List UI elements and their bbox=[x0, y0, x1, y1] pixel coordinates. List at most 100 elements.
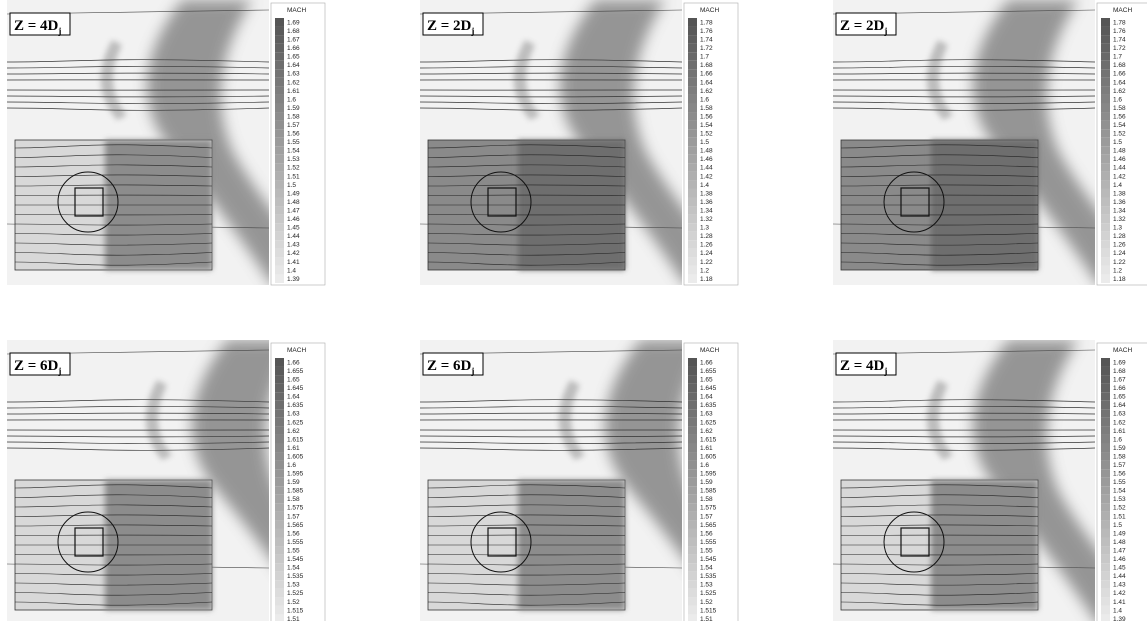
legend-swatch bbox=[1101, 452, 1110, 461]
legend-swatch bbox=[1101, 409, 1110, 418]
legend-swatch bbox=[275, 240, 284, 249]
legend-swatch bbox=[275, 426, 284, 435]
legend-swatch bbox=[1101, 546, 1110, 555]
legend-label: 1.24 bbox=[1113, 250, 1126, 257]
legend-label: 1.55 bbox=[287, 547, 300, 554]
legend-label: 1.53 bbox=[1113, 496, 1126, 503]
legend-label: 1.7 bbox=[1113, 54, 1122, 61]
legend-swatch bbox=[1101, 401, 1110, 410]
legend-label: 1.5 bbox=[700, 139, 709, 146]
legend-swatch bbox=[688, 172, 697, 181]
legend-swatch bbox=[688, 274, 697, 283]
legend-title: MACH bbox=[287, 347, 306, 354]
legend-label: 1.51 bbox=[1113, 513, 1126, 520]
legend-label: 1.545 bbox=[287, 556, 304, 563]
legend-label: 1.545 bbox=[700, 556, 717, 563]
legend-swatch bbox=[1101, 27, 1110, 36]
legend-label: 1.6 bbox=[1113, 436, 1122, 443]
legend-swatch bbox=[1101, 146, 1110, 155]
legend-label: 1.66 bbox=[1113, 71, 1126, 78]
legend-swatch bbox=[275, 572, 284, 581]
legend-swatch bbox=[1101, 86, 1110, 95]
legend-title: MACH bbox=[700, 347, 719, 354]
legend-swatch bbox=[688, 146, 697, 155]
legend-swatch bbox=[688, 249, 697, 258]
panel: Z = 6DjMACH1.661.6551.651.6451.641.6351.… bbox=[420, 340, 790, 621]
legend-label: 1.66 bbox=[700, 71, 713, 78]
legend-label: 1.47 bbox=[287, 207, 300, 214]
title-box: Z = 2Dj bbox=[423, 13, 483, 36]
legend-swatch bbox=[275, 384, 284, 393]
legend-label: 1.6 bbox=[287, 462, 296, 469]
legend-swatch bbox=[688, 95, 697, 104]
legend-swatch bbox=[688, 206, 697, 215]
legend-swatch bbox=[275, 172, 284, 181]
legend-swatch bbox=[275, 249, 284, 258]
legend-label: 1.46 bbox=[700, 156, 713, 163]
legend-label: 1.51 bbox=[700, 616, 713, 621]
legend-label: 1.44 bbox=[287, 233, 300, 240]
title-main: Z = 4D bbox=[840, 358, 885, 374]
title-main: Z = 6D bbox=[427, 358, 472, 374]
legend-swatch bbox=[1101, 435, 1110, 444]
legend-swatch bbox=[275, 401, 284, 410]
legend-label: 1.575 bbox=[287, 505, 304, 512]
legend-label: 1.55 bbox=[700, 547, 713, 554]
legend-title: MACH bbox=[1113, 347, 1132, 354]
legend-label: 1.2 bbox=[700, 267, 709, 274]
legend-label: 1.4 bbox=[700, 182, 709, 189]
legend-label: 1.69 bbox=[1113, 359, 1126, 366]
legend-label: 1.61 bbox=[287, 445, 300, 452]
legend-swatch bbox=[275, 44, 284, 53]
legend-label: 1.72 bbox=[700, 45, 713, 52]
legend-swatch bbox=[1101, 375, 1110, 384]
legend-label: 1.635 bbox=[287, 402, 304, 409]
legend-label: 1.26 bbox=[700, 242, 713, 249]
legend-swatch bbox=[688, 198, 697, 207]
legend-label: 1.57 bbox=[287, 122, 300, 129]
legend-label: 1.47 bbox=[1113, 547, 1126, 554]
legend-swatch bbox=[688, 375, 697, 384]
legend-label: 1.52 bbox=[700, 131, 713, 138]
legend-label: 1.625 bbox=[287, 419, 304, 426]
legend-label: 1.59 bbox=[287, 479, 300, 486]
legend-label: 1.52 bbox=[287, 599, 300, 606]
legend-swatch bbox=[275, 103, 284, 112]
title-subscript: j bbox=[883, 366, 887, 376]
legend-swatch bbox=[688, 121, 697, 130]
legend-label: 1.615 bbox=[700, 436, 717, 443]
legend-label: 1.3 bbox=[700, 225, 709, 232]
legend-label: 1.56 bbox=[1113, 113, 1126, 120]
legend-swatch bbox=[275, 146, 284, 155]
legend-swatch bbox=[1101, 555, 1110, 564]
legend-swatch bbox=[275, 392, 284, 401]
legend-swatch bbox=[1101, 180, 1110, 189]
legend-label: 1.525 bbox=[287, 590, 304, 597]
legend-swatch bbox=[275, 35, 284, 44]
legend-swatch bbox=[275, 614, 284, 621]
legend-label: 1.55 bbox=[287, 139, 300, 146]
legend-swatch bbox=[275, 27, 284, 36]
legend-label: 1.65 bbox=[700, 377, 713, 384]
legend-label: 1.36 bbox=[1113, 199, 1126, 206]
legend-swatch bbox=[1101, 589, 1110, 598]
inset bbox=[15, 480, 212, 610]
legend-label: 1.6 bbox=[700, 96, 709, 103]
legend-swatch bbox=[688, 435, 697, 444]
legend-swatch bbox=[275, 606, 284, 615]
legend-label: 1.565 bbox=[700, 522, 717, 529]
legend-swatch bbox=[688, 486, 697, 495]
panel-title: Z = 2Dj bbox=[427, 18, 474, 36]
legend-title: MACH bbox=[700, 7, 719, 14]
legend-label: 1.44 bbox=[1113, 573, 1126, 580]
legend-label: 1.58 bbox=[700, 496, 713, 503]
legend-swatch bbox=[688, 495, 697, 504]
legend-swatch bbox=[1101, 520, 1110, 529]
legend-label: 1.63 bbox=[700, 411, 713, 418]
legend-swatch bbox=[275, 375, 284, 384]
panel-title: Z = 4Dj bbox=[14, 18, 61, 36]
legend-label: 1.66 bbox=[1113, 385, 1126, 392]
legend-label: 1.48 bbox=[287, 199, 300, 206]
legend-swatch bbox=[275, 589, 284, 598]
legend-title: MACH bbox=[1113, 7, 1132, 14]
